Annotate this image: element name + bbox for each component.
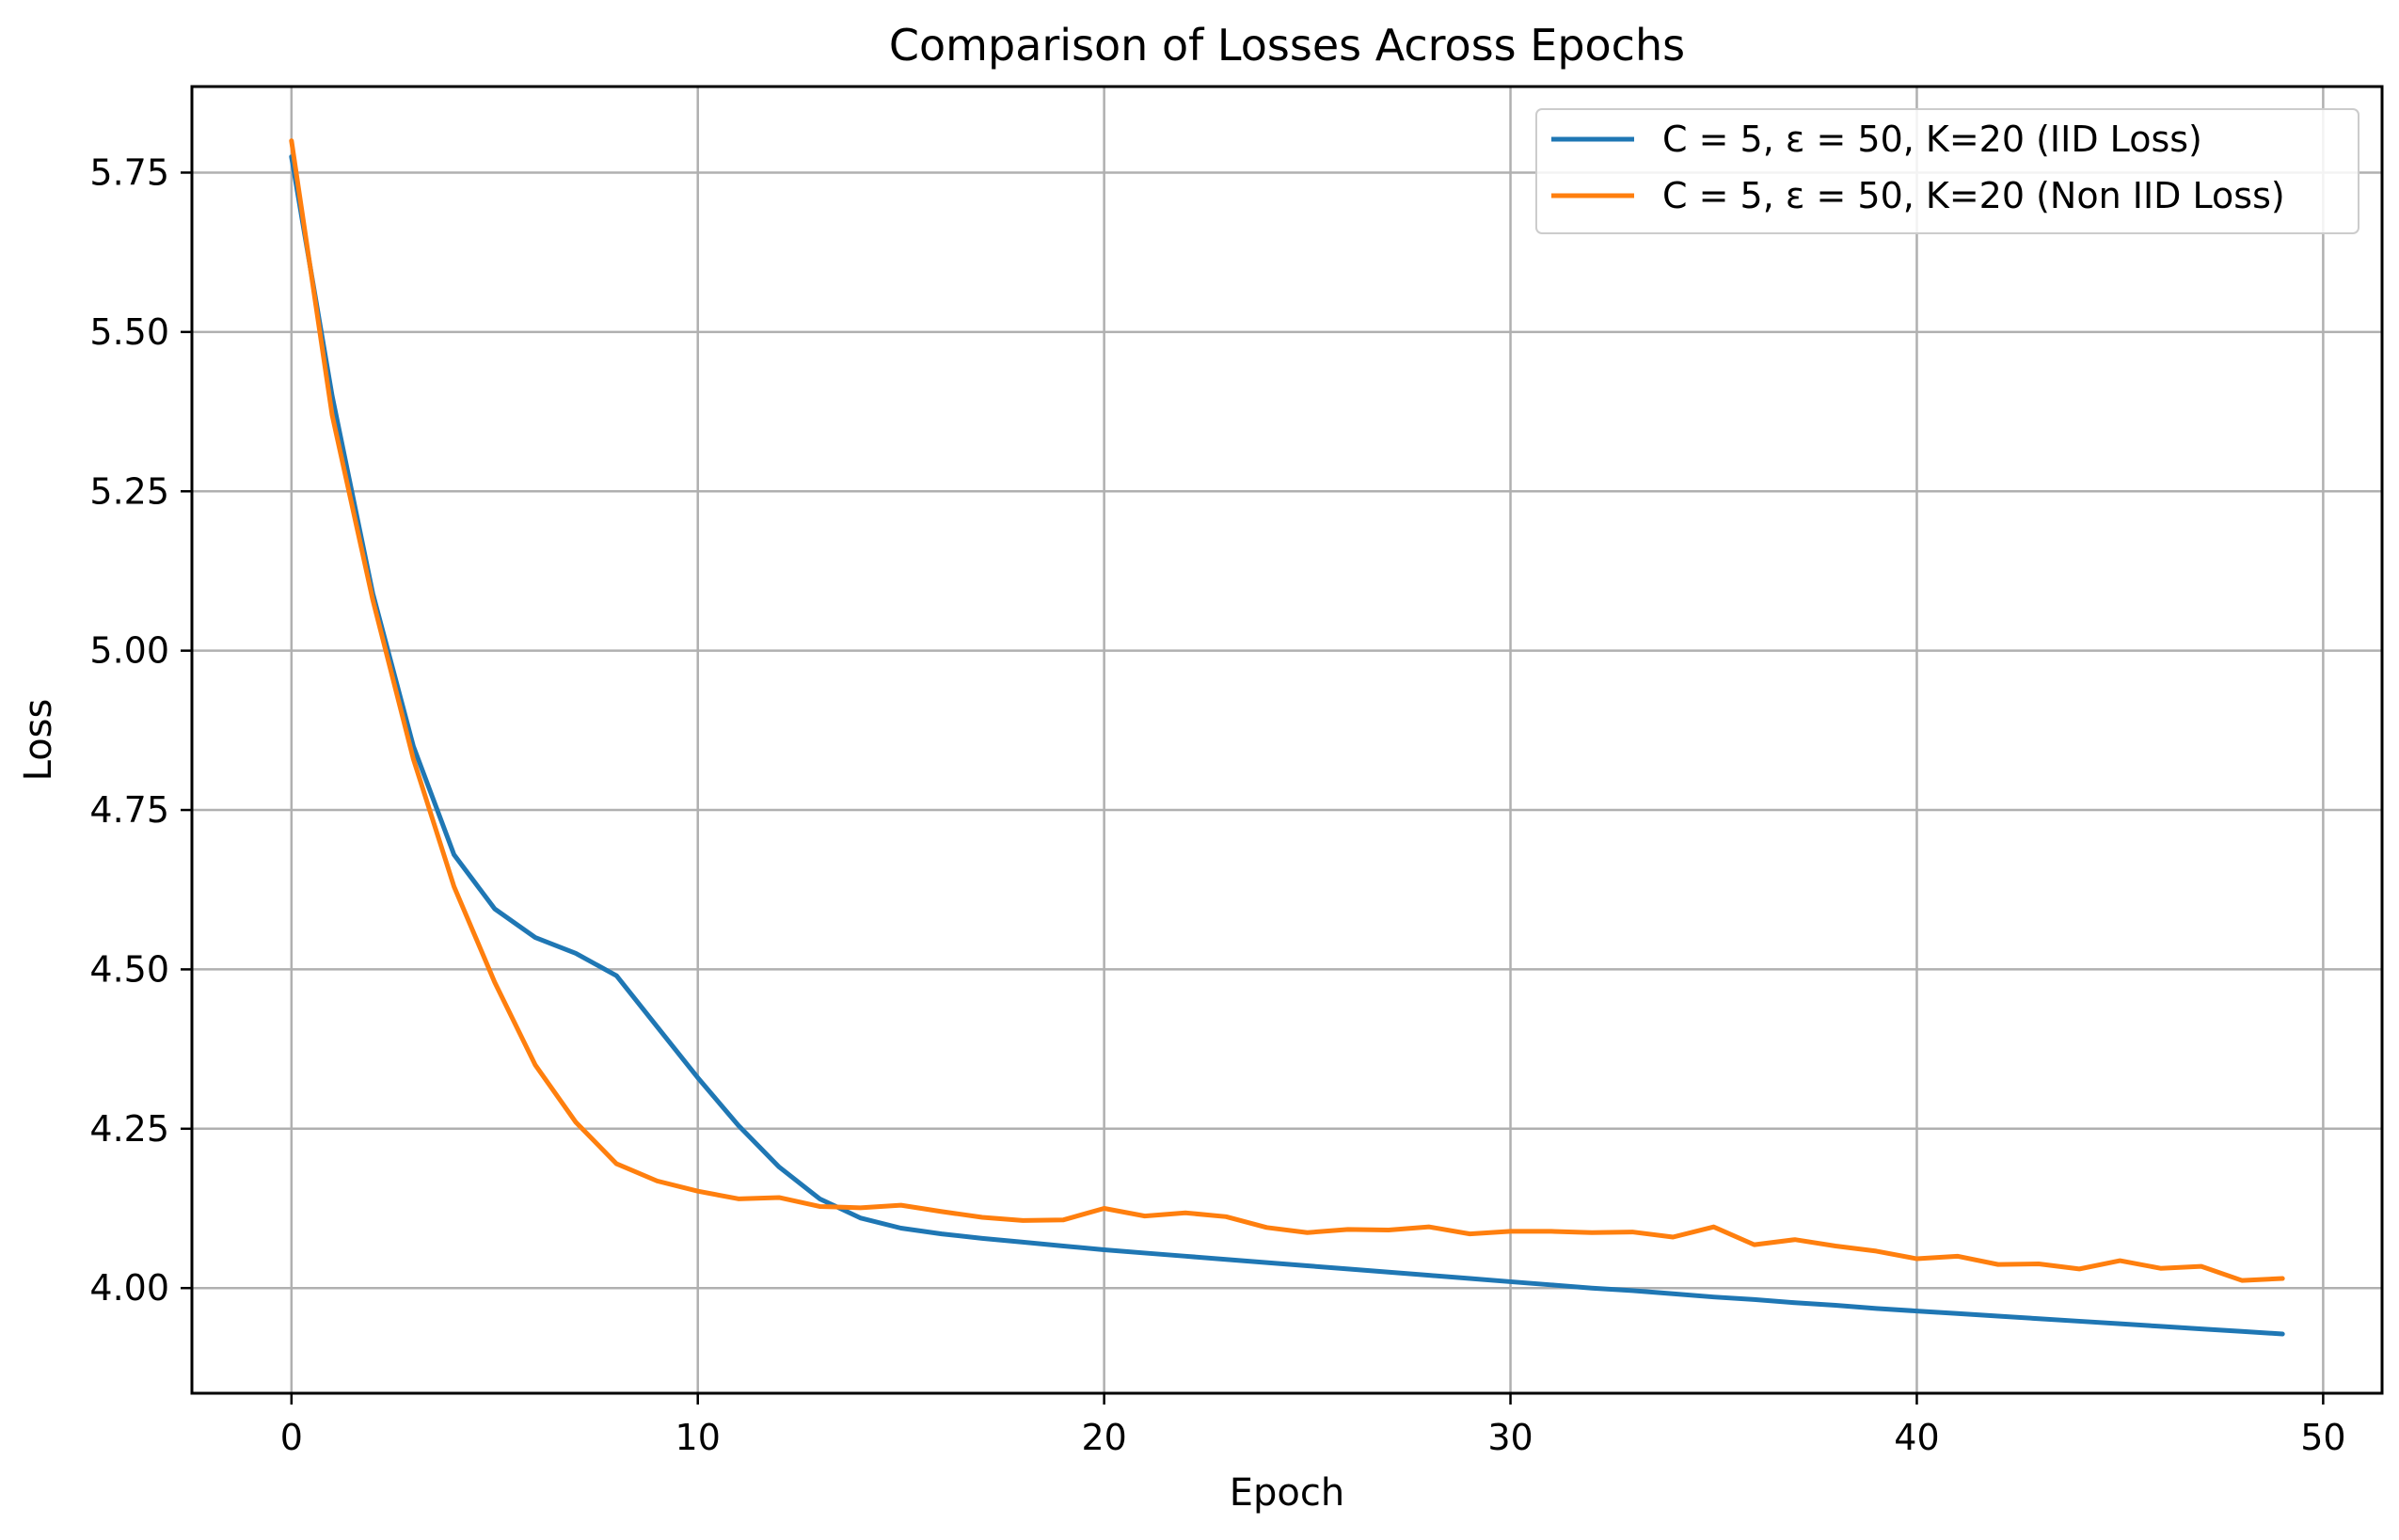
legend-box — [1535, 108, 2359, 234]
y-axis-label: Loss — [17, 699, 60, 782]
ticks: 0 10 20 30 40 50 4.00 4.25 4.50 4.75 5.00 5.25 5.50 5… — [89, 151, 2345, 1458]
plot-frame — [190, 85, 2384, 1395]
series-line-iid-loss — [289, 154, 2285, 1337]
legend: C = 5, ε = 50, K=20 (IID Loss) C = 5, ε … — [1535, 108, 2359, 234]
y-tick-label: 5.50 — [89, 311, 169, 353]
legend-label-non-iid-loss: C = 5, ε = 50, K=20 (Non IID Loss) — [1662, 175, 2285, 216]
y-tick-label: 4.75 — [89, 789, 169, 831]
y-tick-label: 5.75 — [89, 151, 169, 193]
x-axis-label: Epoch — [1230, 1471, 1344, 1515]
y-tick-label: 5.00 — [89, 630, 169, 672]
y-tick-label: 4.25 — [89, 1108, 169, 1150]
grid — [192, 87, 2382, 1393]
series-line-non-iid-loss — [289, 138, 2285, 1283]
series-lines — [289, 138, 2285, 1337]
legend-label-iid-loss: C = 5, ε = 50, K=20 (IID Loss) — [1662, 119, 2202, 160]
x-tick-label: 50 — [2300, 1417, 2345, 1458]
x-tick-label: 30 — [1487, 1417, 1533, 1458]
x-tick-label: 0 — [280, 1417, 303, 1458]
x-tick-label: 10 — [675, 1417, 721, 1458]
y-tick-label: 4.50 — [89, 948, 169, 990]
x-tick-label: 20 — [1081, 1417, 1126, 1458]
chart-title: Comparison of Losses Across Epochs — [889, 20, 1685, 71]
x-tick-label: 40 — [1894, 1417, 1939, 1458]
y-tick-label: 4.00 — [89, 1267, 169, 1309]
y-tick-label: 5.25 — [89, 470, 169, 512]
